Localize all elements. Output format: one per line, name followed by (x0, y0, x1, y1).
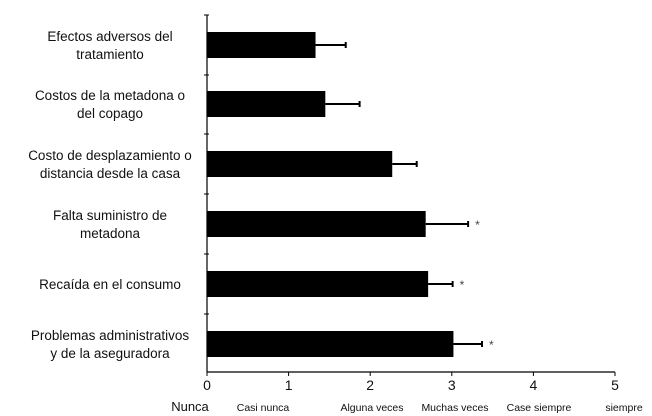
x-tick-label: 0 (203, 377, 211, 393)
frequency-label: siempre (605, 402, 643, 414)
category-label: metadona (80, 226, 141, 241)
frequency-label: Case siempre (507, 402, 572, 414)
frequency-label: Alguna veces (340, 402, 403, 414)
category-label: y de la aseguradora (50, 346, 170, 361)
category-label: Costo de desplazamiento o (28, 148, 192, 163)
frequency-label: Muchas veces (421, 402, 488, 414)
bar (207, 211, 426, 237)
significance-marker: * (489, 338, 494, 352)
plot-area: 0 1 2 3 4 5 Nunca Casi nunca Alguna veces Muchas … (28, 14, 643, 414)
x-tick-label: 2 (366, 377, 374, 393)
significance-marker: * (460, 278, 465, 292)
bar (207, 32, 316, 58)
category-label: distancia desde la casa (40, 166, 181, 181)
x-tick-label: 5 (611, 377, 619, 393)
x-tick-label: 4 (530, 377, 538, 393)
frequency-label: Nunca (171, 399, 209, 414)
x-tick-label: 3 (448, 377, 456, 393)
category-label: Falta suministro de (53, 208, 167, 223)
x-tick-label: 1 (285, 377, 293, 393)
category-label: Efectos adversos del (47, 29, 172, 44)
bar (207, 271, 429, 297)
category-label: Recaída en el consumo (39, 277, 181, 292)
bar (207, 91, 326, 117)
category-label: Costos de la metadona o (35, 88, 185, 103)
category-label: tratamiento (76, 47, 144, 62)
significance-marker: * (475, 218, 480, 232)
category-label: del copago (77, 106, 143, 121)
frequency-label: Casi nunca (237, 402, 290, 414)
bar (207, 151, 393, 177)
category-label: Problemas administrativos (31, 328, 190, 343)
bar (207, 331, 454, 357)
